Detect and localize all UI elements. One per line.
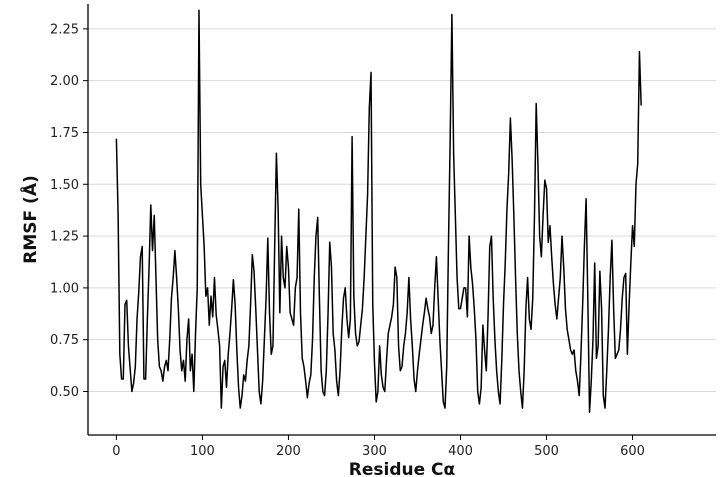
y-tick-label: 0.75	[50, 333, 79, 348]
y-tick-label: 2.00	[50, 74, 79, 89]
x-tick-label: 100	[190, 444, 215, 459]
y-tick-label: 1.75	[50, 126, 79, 141]
gridlines	[88, 28, 716, 392]
x-tick-label: 600	[620, 444, 645, 459]
x-tick-label: 400	[448, 444, 473, 459]
y-tick-label: 0.50	[50, 385, 79, 400]
x-axis-title: Residue Cα	[349, 460, 455, 477]
y-tick-label: 1.50	[50, 178, 79, 193]
y-axis-ticks: 0.50 0.75 1.00 1.25 1.50 1.75 2.00 2.25	[50, 22, 88, 400]
x-tick-label: 200	[276, 444, 301, 459]
y-tick-label: 2.25	[50, 22, 79, 37]
y-axis-title: RMSF (Å)	[18, 175, 41, 263]
x-tick-label: 500	[534, 444, 559, 459]
y-tick-label: 1.25	[50, 230, 79, 245]
x-axis-ticks: 0 100 200 300 400 500 600	[112, 435, 645, 459]
rmsf-series-line	[115, 9, 642, 413]
x-tick-label: 300	[362, 444, 387, 459]
x-tick-label: 0	[112, 444, 120, 459]
y-tick-label: 1.00	[50, 281, 79, 296]
